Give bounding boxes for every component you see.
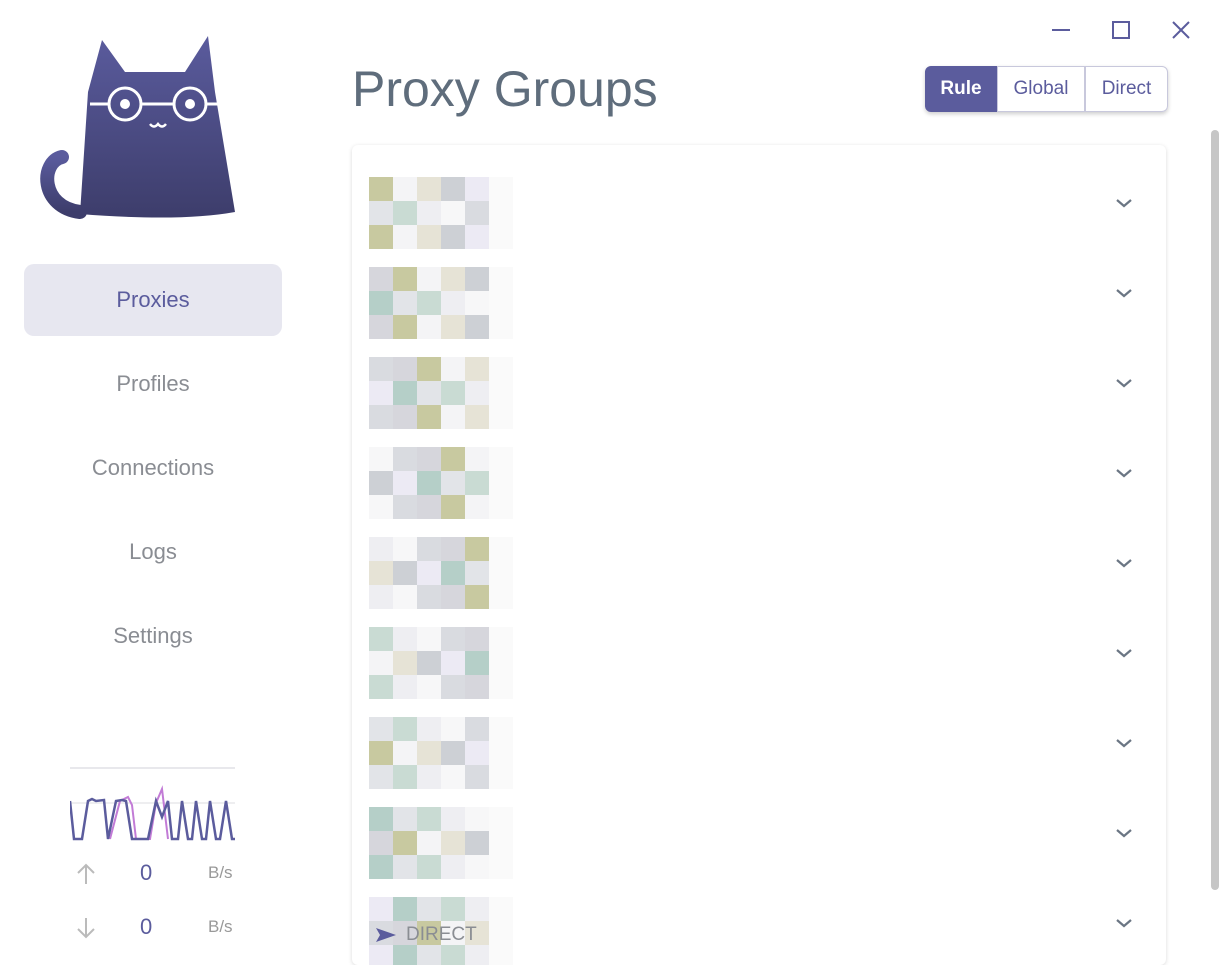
download-speed: 0 B/s — [70, 914, 240, 944]
chevron-down-icon[interactable] — [1112, 821, 1136, 845]
proxy-group-row[interactable] — [352, 425, 1166, 519]
sidebar-item-profiles[interactable]: Profiles — [24, 348, 282, 420]
proxy-group-list: DIRECT — [352, 145, 1166, 965]
download-line — [109, 785, 169, 840]
page-title: Proxy Groups — [352, 61, 658, 117]
sidebar-item-connections[interactable]: Connections — [24, 432, 282, 504]
selected-proxy: DIRECT — [376, 924, 477, 946]
chevron-down-icon[interactable] — [1112, 911, 1136, 935]
mode-global-button[interactable]: Global — [997, 66, 1085, 112]
cat-logo — [40, 36, 235, 219]
redacted-group-name — [369, 447, 513, 519]
proxy-group-row[interactable] — [352, 335, 1166, 429]
proxy-group-row[interactable] — [352, 515, 1166, 609]
proxy-group-row[interactable] — [352, 695, 1166, 789]
chevron-down-icon[interactable] — [1112, 191, 1136, 215]
chevron-down-icon[interactable] — [1112, 461, 1136, 485]
proxy-group-row[interactable] — [352, 605, 1166, 699]
upload-speed: 0 B/s — [70, 860, 240, 890]
redacted-group-name — [369, 357, 513, 429]
label: Connections — [91, 455, 215, 480]
download-unit: B/s — [208, 917, 233, 936]
close-icon[interactable] — [1169, 18, 1193, 42]
upload-unit: B/s — [208, 863, 233, 882]
mode-switch: Rule Global Direct — [925, 66, 1168, 112]
mode-rule-button[interactable]: Rule — [925, 66, 997, 112]
proxy-group-row[interactable] — [352, 875, 1166, 965]
redacted-group-name — [369, 537, 513, 609]
sidebar-item-proxies[interactable]: Proxies — [24, 264, 282, 336]
proxy-group-row[interactable] — [352, 245, 1166, 339]
mode-direct-button[interactable]: Direct — [1085, 66, 1168, 112]
sidebar: Proxies Profiles Connections Logs Settin… — [0, 0, 305, 956]
redacted-group-name — [369, 717, 513, 789]
sidebar-item-settings[interactable]: Settings — [24, 600, 282, 672]
chevron-down-icon[interactable] — [1112, 281, 1136, 305]
label: Proxies — [116, 287, 190, 312]
proxy-group-row[interactable] — [352, 155, 1166, 249]
arrow-down-icon — [77, 918, 95, 939]
chevron-down-icon[interactable] — [1112, 731, 1136, 755]
traffic-graph — [70, 767, 235, 841]
redacted-group-name — [369, 177, 513, 249]
selected-proxy-name: DIRECT — [406, 924, 477, 945]
proxy-group-row[interactable] — [352, 785, 1166, 879]
scrollbar[interactable] — [1211, 130, 1219, 890]
maximize-icon[interactable] — [1109, 18, 1133, 42]
redacted-group-name — [369, 807, 513, 879]
download-value: 0 — [140, 914, 153, 939]
redacted-group-name — [369, 267, 513, 339]
arrow-up-icon — [77, 863, 95, 884]
chevron-down-icon[interactable] — [1112, 371, 1136, 395]
upload-value: 0 — [140, 860, 153, 885]
sidebar-item-logs[interactable]: Logs — [24, 516, 282, 588]
label: Profiles — [116, 371, 190, 396]
upload-line — [70, 796, 235, 841]
minimize-icon[interactable] — [1049, 18, 1073, 42]
redacted-group-name — [369, 627, 513, 699]
chevron-down-icon[interactable] — [1112, 551, 1136, 575]
chevron-down-icon[interactable] — [1112, 641, 1136, 665]
send-icon — [376, 928, 396, 942]
label: Logs — [129, 539, 177, 564]
label: Settings — [113, 623, 193, 648]
